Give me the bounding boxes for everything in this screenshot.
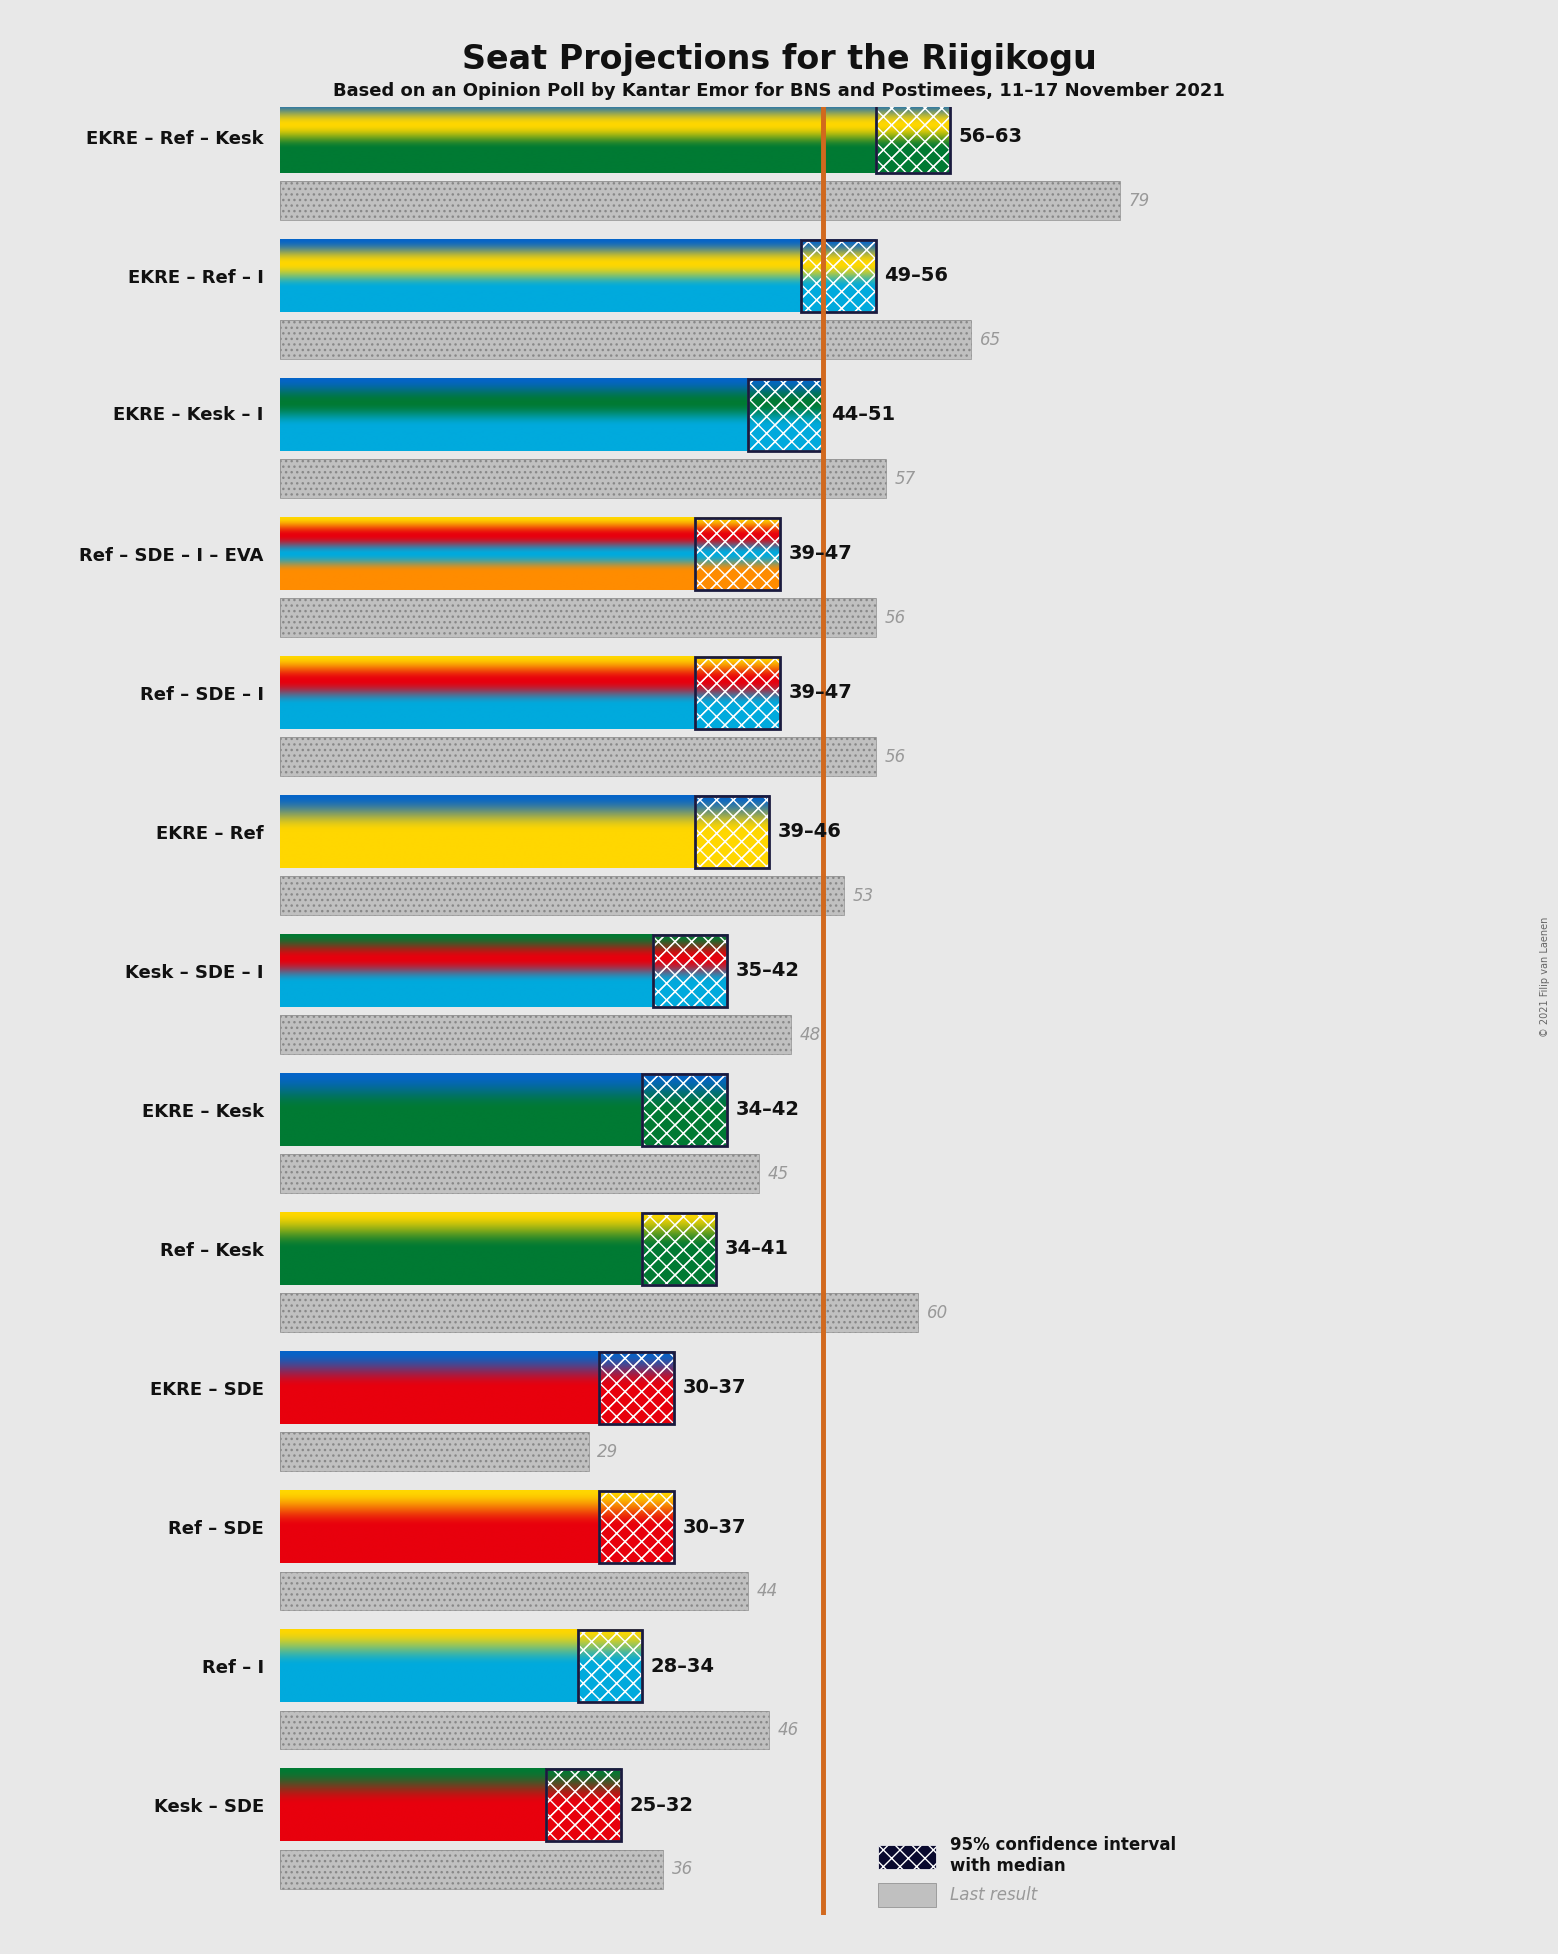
Bar bbox=[876, 100, 950, 172]
Text: 45: 45 bbox=[768, 1165, 788, 1182]
Text: 29: 29 bbox=[597, 1442, 619, 1462]
Bar bbox=[280, 1850, 664, 1888]
Bar bbox=[695, 795, 770, 868]
Bar bbox=[280, 737, 876, 776]
Bar bbox=[547, 1768, 620, 1841]
Bar bbox=[280, 598, 876, 637]
Text: 65: 65 bbox=[980, 330, 1002, 348]
Text: 53: 53 bbox=[852, 887, 874, 905]
Text: 48: 48 bbox=[799, 1026, 821, 1043]
Bar bbox=[280, 1294, 918, 1333]
Bar bbox=[280, 1571, 748, 1610]
Bar bbox=[280, 1294, 918, 1333]
Bar bbox=[876, 100, 950, 172]
Bar bbox=[578, 1630, 642, 1702]
Text: EKRE – Kesk – I: EKRE – Kesk – I bbox=[114, 406, 263, 424]
Bar bbox=[801, 240, 876, 313]
Text: 39–47: 39–47 bbox=[788, 545, 852, 563]
Text: 57: 57 bbox=[894, 469, 916, 488]
Bar bbox=[748, 379, 823, 451]
Bar bbox=[600, 1491, 673, 1563]
Bar bbox=[695, 518, 781, 590]
Bar bbox=[653, 934, 728, 1006]
Bar bbox=[280, 182, 1120, 221]
Bar bbox=[280, 459, 887, 498]
Bar bbox=[280, 1432, 589, 1471]
Bar bbox=[695, 795, 770, 868]
Bar bbox=[280, 1710, 770, 1749]
Bar bbox=[280, 875, 844, 914]
Text: 30–37: 30–37 bbox=[682, 1518, 746, 1536]
Text: 25–32: 25–32 bbox=[629, 1796, 693, 1815]
Bar bbox=[280, 182, 1120, 221]
Text: 44: 44 bbox=[757, 1583, 777, 1600]
Bar bbox=[600, 1352, 673, 1424]
Bar bbox=[578, 1630, 642, 1702]
Text: 36: 36 bbox=[671, 1860, 693, 1878]
Text: 46: 46 bbox=[777, 1721, 799, 1739]
Bar bbox=[695, 657, 781, 729]
Bar bbox=[642, 1075, 728, 1147]
Bar bbox=[642, 1213, 717, 1286]
Bar bbox=[547, 1768, 620, 1841]
Text: Seat Projections for the Riigikogu: Seat Projections for the Riigikogu bbox=[461, 43, 1097, 76]
Text: 56: 56 bbox=[885, 748, 905, 766]
Bar bbox=[280, 1155, 759, 1194]
Bar bbox=[653, 934, 728, 1006]
Bar bbox=[578, 1630, 642, 1702]
Bar bbox=[642, 1213, 717, 1286]
Text: Based on an Opinion Poll by Kantar Emor for BNS and Postimees, 11–17 November 20: Based on an Opinion Poll by Kantar Emor … bbox=[333, 82, 1225, 100]
Bar bbox=[748, 379, 823, 451]
Text: 34–42: 34–42 bbox=[735, 1100, 799, 1120]
Bar bbox=[653, 934, 728, 1006]
Bar bbox=[642, 1075, 728, 1147]
Bar bbox=[600, 1352, 673, 1424]
Bar bbox=[642, 1213, 717, 1286]
Bar bbox=[280, 1016, 791, 1055]
Bar bbox=[280, 737, 876, 776]
Bar bbox=[695, 657, 781, 729]
Text: 30–37: 30–37 bbox=[682, 1378, 746, 1397]
Bar bbox=[801, 240, 876, 313]
Text: © 2021 Filip van Laenen: © 2021 Filip van Laenen bbox=[1541, 916, 1550, 1038]
Bar bbox=[695, 518, 781, 590]
Text: 39–47: 39–47 bbox=[788, 684, 852, 701]
Bar bbox=[280, 1710, 770, 1749]
Bar bbox=[280, 1850, 664, 1888]
Bar bbox=[280, 1016, 791, 1055]
Bar bbox=[748, 379, 823, 451]
Bar bbox=[280, 1571, 748, 1610]
Bar bbox=[280, 875, 844, 914]
Text: 56: 56 bbox=[885, 610, 905, 627]
Bar bbox=[280, 459, 887, 498]
Bar bbox=[547, 1768, 620, 1841]
Bar bbox=[280, 598, 876, 637]
Bar bbox=[280, 320, 972, 360]
Bar bbox=[280, 1432, 589, 1471]
Text: 79: 79 bbox=[1130, 191, 1150, 209]
Bar bbox=[695, 518, 781, 590]
Text: 34–41: 34–41 bbox=[724, 1239, 788, 1258]
Bar bbox=[695, 657, 781, 729]
Bar bbox=[600, 1491, 673, 1563]
Legend: 95% confidence interval
with median, Last result: 95% confidence interval with median, Las… bbox=[879, 1837, 1176, 1907]
Text: 60: 60 bbox=[927, 1303, 949, 1323]
Bar bbox=[600, 1352, 673, 1424]
Text: 56–63: 56–63 bbox=[958, 127, 1022, 147]
Bar bbox=[280, 1155, 759, 1194]
Text: 44–51: 44–51 bbox=[830, 404, 896, 424]
Text: 28–34: 28–34 bbox=[650, 1657, 715, 1675]
Bar bbox=[600, 1491, 673, 1563]
Bar bbox=[642, 1075, 728, 1147]
Bar bbox=[280, 320, 972, 360]
Bar bbox=[876, 100, 950, 172]
Text: 35–42: 35–42 bbox=[735, 961, 799, 981]
Text: 39–46: 39–46 bbox=[777, 823, 841, 842]
Bar bbox=[695, 795, 770, 868]
Text: 49–56: 49–56 bbox=[885, 266, 949, 285]
Bar bbox=[801, 240, 876, 313]
